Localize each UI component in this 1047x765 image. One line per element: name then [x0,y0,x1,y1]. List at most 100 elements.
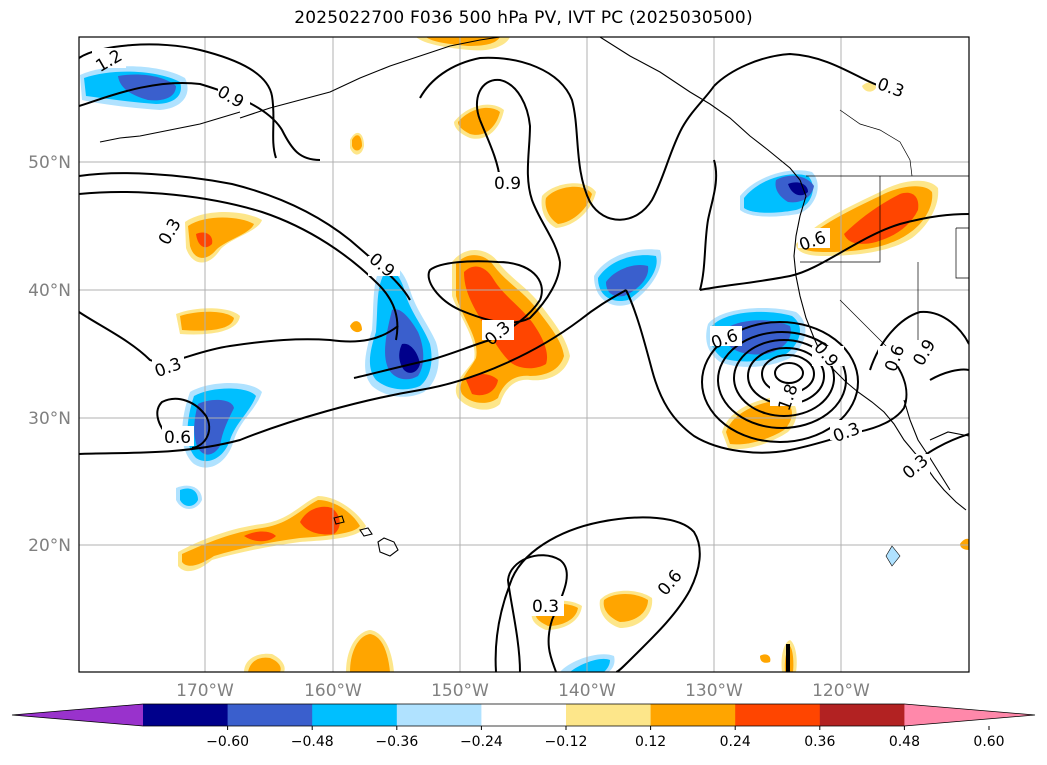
contour-line [494,516,701,672]
coastline-aleutians [99,111,241,143]
field-positive [464,266,548,369]
contour-line [475,78,561,263]
contour-ring [701,321,859,443]
contour-line [699,213,969,291]
contour-line [79,311,399,364]
island-hawaii [377,537,399,557]
colorbar-swatch [819,704,905,726]
contour-label-bg [900,454,930,474]
colorbar-swatch [312,704,398,726]
field-negative [606,264,649,297]
field-positive [545,186,592,224]
lon-label-140w: 140°W [558,681,616,701]
contour-label-bg [798,228,830,248]
lat-label-20n: 20°N [28,536,71,556]
contour-label: 0.9 [494,174,521,194]
contour-label-bg [812,346,844,366]
colorbar-swatch [650,704,736,726]
field-positive [862,82,876,92]
contour-line [857,363,908,433]
colorbar-tick-label: 0.12 [635,734,666,750]
field-positive [196,232,213,248]
colorbar-tick-label: 0.48 [889,734,920,750]
contour-line [713,52,881,87]
contour-label: 0.6 [164,428,191,448]
colorbar: −0.60 −0.48 −0.36 −0.24 −0.12 0.12 0.24 0.36 0.4… [11,703,1036,750]
border-alaska-canada [839,109,913,177]
field-positive [960,538,969,550]
colorbar-tick-label: 0.36 [804,734,835,750]
contour-label-bg [530,596,564,616]
colorbar-swatch [396,704,482,726]
shaded-fields [80,37,969,672]
border-state [955,227,969,279]
contour-ring [774,362,804,384]
contour-label-bg [652,570,686,590]
field-negative [788,182,808,196]
latitude-labels: 50°N 40°N 30°N 20°N [28,153,71,556]
field-positive [300,506,340,535]
contour-line [427,260,543,311]
contour-label-bg [482,320,514,340]
colorbar-tick-label: −0.36 [375,734,418,750]
field-positive [458,107,500,135]
contour-line [699,159,718,291]
lon-label-150w: 150°W [431,681,489,701]
lon-label-160w: 160°W [304,681,362,701]
colorbar-swatch [227,704,313,726]
colorbar-tick-label: 0.60 [973,734,1004,750]
coastline-se-alaska [599,37,801,181]
field-positive [244,531,276,542]
field-positive [350,634,390,672]
contour-line [79,289,627,455]
colorbar-extend-max [904,704,1035,726]
colorbar-swatch [143,704,229,726]
colorbar-tick-label: −0.12 [545,734,588,750]
colorbar-swatch [481,704,567,726]
coastline-mexico [929,431,969,441]
contour-hatch [786,644,790,672]
coastline-alaska [239,37,501,119]
contour-label-bg [494,172,526,192]
contour-label-bg [152,220,184,240]
contour-label: 0.3 [532,597,559,617]
lat-label-40n: 40°N [28,281,71,301]
map-frame [78,36,970,673]
contour-line [929,368,969,381]
contour-label-bg [770,386,802,406]
field-positive [248,657,281,672]
coastline-baja [903,399,951,491]
contours [79,43,969,672]
field-positive [352,135,362,151]
gridlines [79,37,969,672]
island-oahu [333,515,345,525]
field-positive [726,400,792,445]
colorbar-tick-label: −0.60 [206,734,249,750]
field-positive [466,374,498,396]
contour-line [419,56,715,221]
lon-label-120w: 120°W [812,681,870,701]
contour-label-bg [878,346,908,366]
field-negative [570,658,610,672]
colorbar-tick-label: 0.24 [720,734,751,750]
lat-label-30n: 30°N [28,409,71,429]
contour-line [79,43,277,159]
field-negative [885,545,901,567]
longitude-labels: 170°W 160°W 150°W 140°W 130°W 120°W [176,681,870,701]
contour-label-bg [162,426,194,446]
contour-label-bg [876,76,910,96]
contour-line [156,397,211,449]
contour-label-bg [710,326,742,346]
contour-ring [733,339,835,417]
colorbar-swatch [566,704,652,726]
colorbar-swatch [735,704,821,726]
contour-label-bg [830,420,862,440]
island-maui [359,527,373,537]
lon-label-170w: 170°W [176,681,234,701]
colorbar-extend-min [12,704,143,726]
colorbar-tick-label: −0.48 [291,734,334,750]
field-positive [350,321,362,333]
field-positive [180,311,234,331]
lon-label-130w: 130°W [685,681,743,701]
contour-label-bg [152,356,184,376]
